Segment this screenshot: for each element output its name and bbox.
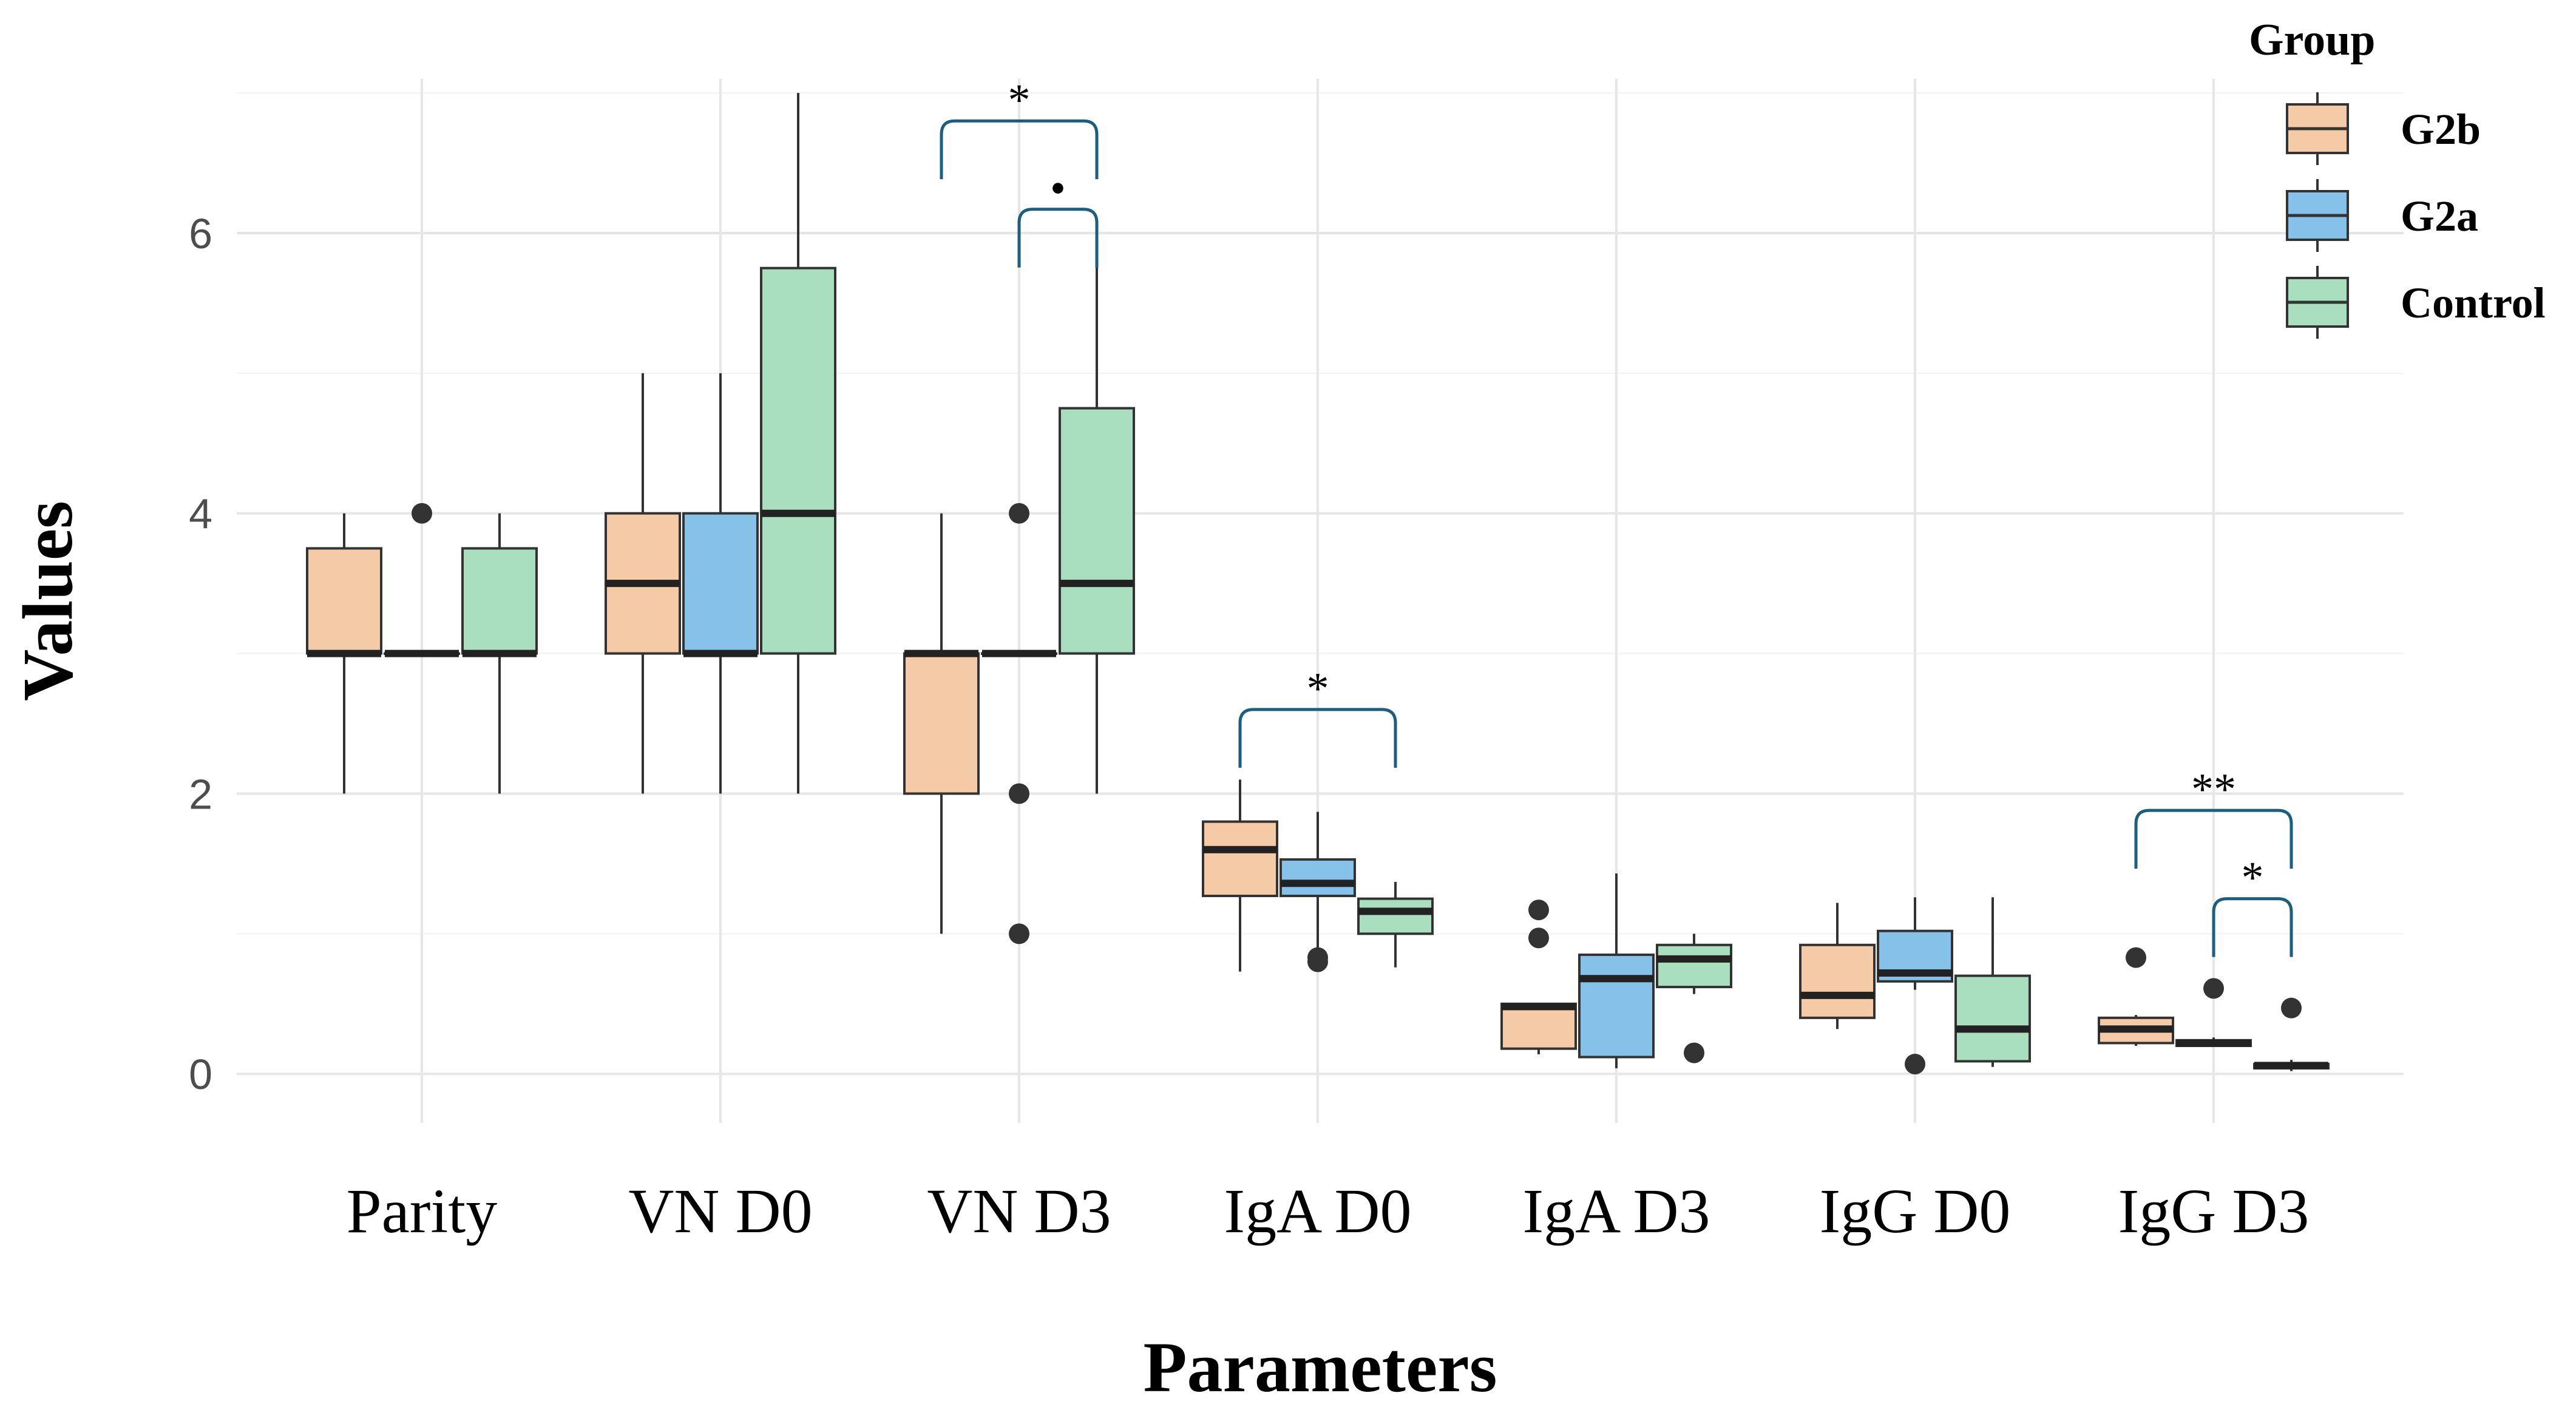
significance-label: **	[2191, 765, 2236, 815]
outlier-point	[1528, 927, 1549, 949]
y-tick-label: 0	[189, 1051, 212, 1098]
box-iqr	[1799, 943, 1876, 1019]
y-tick-label: 2	[189, 770, 212, 818]
x-tick-labels: Parity VN D0 VN D3 IgA D0 IgA D3 IgG D0 IgG D3	[347, 1176, 2310, 1246]
outlier-point	[2203, 978, 2224, 999]
significance-group: *•****	[940, 75, 2293, 957]
x-tick-label: Parity	[347, 1176, 497, 1246]
outlier-point	[1528, 900, 1549, 921]
bracket-line	[2212, 897, 2293, 957]
box-control-iga-d0	[1357, 881, 1434, 968]
box-iqr	[682, 512, 759, 655]
series-control	[461, 93, 2330, 1071]
box-iqr	[1656, 943, 1732, 989]
box-iqr	[461, 547, 538, 655]
significance-label: *	[1307, 664, 1329, 714]
boxes-group	[306, 93, 2330, 1075]
box-g2a-vn-d3	[981, 503, 1057, 944]
x-axis-title: Parameters	[1143, 1327, 1497, 1407]
x-tick-label: IgG D3	[2118, 1176, 2310, 1246]
legend-label: Control	[2401, 279, 2546, 327]
outlier-point	[1684, 1042, 1704, 1063]
series-g2a	[384, 373, 2252, 1075]
box-iqr	[1500, 1002, 1577, 1050]
box-g2b-vn-d0	[605, 373, 681, 794]
significance-bracket: •	[1017, 164, 1099, 268]
bracket-line	[940, 119, 1099, 180]
outlier-point	[1307, 947, 1328, 968]
legend-label: G2a	[2401, 192, 2478, 240]
box-g2b-vn-d3	[903, 513, 980, 934]
box-control-vn-d3	[1059, 232, 1135, 794]
bracket-line	[1017, 208, 1099, 268]
outlier-point	[1009, 923, 1029, 944]
legend-label: G2b	[2401, 105, 2481, 154]
box-iqr	[1357, 897, 1434, 935]
outlier-point	[2126, 947, 2146, 968]
outlier-point	[1009, 503, 1029, 524]
box-g2b-parity	[306, 513, 382, 794]
legend: Group G2b G2a Control	[2249, 15, 2546, 339]
x-tick-label: IgG D0	[1820, 1176, 2011, 1246]
significance-bracket: **	[2134, 765, 2293, 869]
x-tick-label: IgA D3	[1522, 1176, 1710, 1246]
y-axis-title: Values	[8, 501, 87, 701]
box-g2a-igg-d3	[2175, 978, 2252, 1048]
x-tick-label: VN D0	[628, 1176, 812, 1246]
significance-label: *	[1008, 75, 1031, 125]
box-iqr	[1954, 974, 2031, 1063]
bracket-line	[1238, 708, 1397, 768]
box-iqr	[306, 547, 382, 655]
box-g2b-igg-d3	[2098, 947, 2174, 1046]
box-iqr	[903, 652, 980, 795]
box-control-iga-d3	[1656, 934, 1732, 1063]
y-tick-labels: 0 2 4 6	[189, 210, 212, 1098]
box-g2a-iga-d0	[1280, 812, 1356, 972]
outlier-point	[1009, 783, 1029, 804]
box-g2a-parity	[384, 503, 460, 657]
box-iqr	[760, 266, 836, 655]
significance-bracket: *	[940, 75, 1099, 180]
significance-label: *	[2242, 853, 2264, 903]
box-iqr	[1059, 407, 1135, 655]
legend-key-g2a	[2286, 179, 2349, 252]
y-tick-label: 6	[189, 210, 212, 257]
outlier-point	[2281, 997, 2302, 1019]
series-g2b	[306, 373, 2174, 1054]
box-g2b-iga-d3	[1500, 900, 1577, 1054]
legend-key-g2b	[2286, 92, 2349, 165]
legend-title: Group	[2249, 15, 2375, 65]
box-iqr	[1578, 953, 1655, 1059]
box-iqr	[1202, 820, 1278, 897]
legend-key-control	[2286, 266, 2349, 339]
bracket-line	[2134, 809, 2293, 869]
outlier-point	[1905, 1054, 1925, 1075]
box-g2b-iga-d0	[1202, 779, 1278, 972]
significance-label: •	[1050, 164, 1066, 214]
significance-bracket: *	[2212, 853, 2293, 957]
box-iqr	[1280, 858, 1356, 897]
y-tick-label: 4	[189, 490, 212, 538]
box-g2a-iga-d3	[1578, 873, 1655, 1068]
box-g2b-igg-d0	[1799, 903, 1876, 1029]
significance-bracket: *	[1238, 664, 1397, 768]
box-g2a-vn-d0	[682, 373, 759, 794]
box-control-igg-d3	[2253, 997, 2330, 1071]
x-tick-label: VN D3	[927, 1176, 1111, 1246]
box-g2a-igg-d0	[1877, 897, 1953, 1075]
box-control-igg-d0	[1954, 897, 2031, 1067]
x-tick-label: IgA D0	[1224, 1176, 1411, 1246]
box-control-vn-d0	[760, 93, 836, 794]
outlier-point	[412, 503, 432, 524]
box-control-parity	[461, 513, 538, 794]
